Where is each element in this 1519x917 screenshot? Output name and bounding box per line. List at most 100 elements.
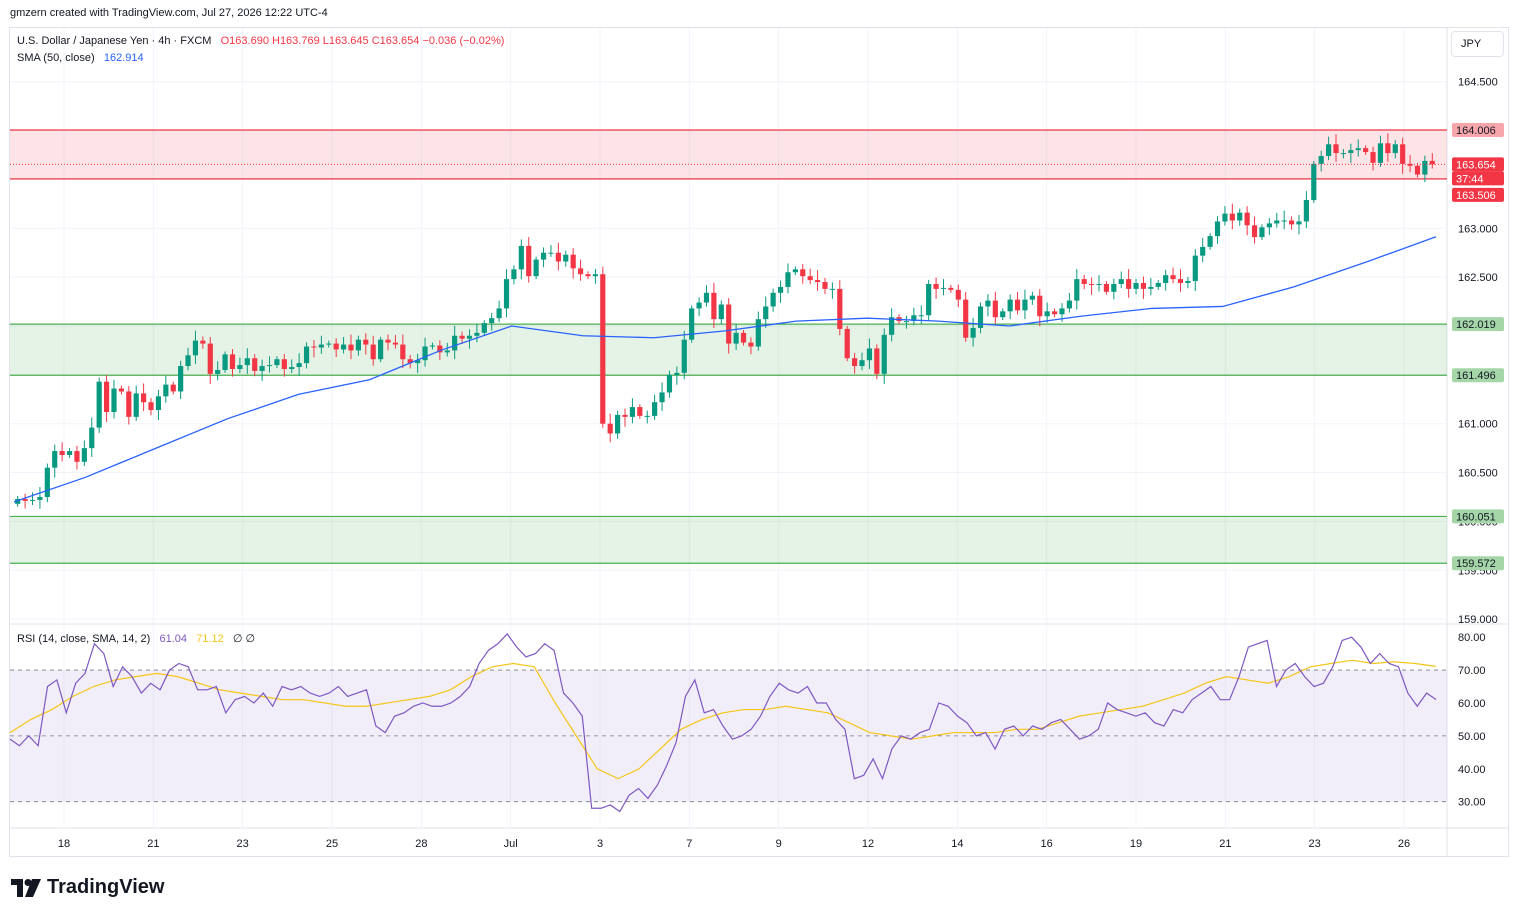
candle-body [770,292,776,307]
candle-body [1014,299,1021,311]
candle-body [703,292,710,303]
candle-body [689,308,695,340]
candle-body [1392,144,1398,154]
candle-body [977,306,984,328]
candle-body [274,359,280,366]
rsi-tick-label: 60.00 [1458,698,1486,710]
candle-body [289,367,295,369]
candle-body [459,335,465,339]
candle-body [718,304,724,320]
candle-body [903,321,910,323]
candle-body [96,381,102,428]
candle-body [503,279,510,309]
symbol-title[interactable]: U.S. Dollar / Japanese Yen · 4h · FXCM [17,35,212,47]
candle-body [940,287,947,289]
candle-body [1377,143,1384,163]
candle-body [429,345,436,347]
candle-body [452,335,458,351]
time-tick-label: 23 [1309,838,1321,850]
candle-body [481,323,487,333]
sma-value: 162.914 [103,52,144,64]
candle-body [1414,165,1421,175]
candle-body [852,358,858,367]
candle-body [748,342,754,347]
candle-body [1214,221,1221,237]
candle-body [141,393,147,403]
candle-body [1274,220,1280,224]
time-tick-label: 9 [776,838,782,850]
time-tick-label: 19 [1130,838,1142,850]
candle-body [1400,144,1406,164]
candle-body [659,392,665,403]
candle-body [963,299,969,338]
candle-body [385,339,391,343]
candle-body [496,308,502,319]
candle-body [81,448,87,462]
candle-body [444,350,450,353]
candle-body [37,496,43,500]
candle-body [192,340,199,356]
price-tag-last [1452,157,1504,172]
candle-body [1303,199,1309,222]
candle-body [1148,286,1154,289]
candle-body [1089,283,1095,285]
candle-body [881,334,887,374]
candle-body [585,274,591,277]
candle-body [215,369,221,374]
candle-body [1192,255,1198,282]
candle-body [133,393,139,417]
candle-body [1081,279,1087,284]
candle-body [200,340,206,344]
time-tick-label: 21 [147,838,159,850]
rsi-tick-label: 40.00 [1458,764,1486,776]
candle-body [740,332,747,343]
candle-body [970,327,976,338]
sma-legend: SMA (50, close) 162.914 [17,52,144,64]
chart-credit: gmzern created with TradingView.com, Jul… [10,7,328,19]
candle-body [66,451,73,455]
candle-body [1103,283,1110,292]
resistance-zone [10,130,1447,179]
time-tick-label: 7 [686,838,692,850]
candle-body [185,355,191,367]
currency-selector[interactable]: JPY [1451,31,1504,57]
candle-body [1155,283,1161,287]
rsi-tick-label: 30.00 [1458,797,1486,809]
candle-body [874,348,880,374]
support-zone [10,516,1447,564]
candle-body [281,359,287,369]
candle-body [600,274,606,424]
sma-label[interactable]: SMA (50, close) [17,52,95,64]
rsi-tick-label: 50.00 [1458,731,1486,743]
candle-body [1355,148,1361,151]
price-tick-label: 160.500 [1458,468,1498,480]
price-tick-label: 159.000 [1458,614,1498,626]
candle-body [148,402,154,411]
rsi-label[interactable]: RSI (14, close, SMA, 14, 2) [17,633,151,645]
candle-body [44,467,50,497]
candle-body [844,328,850,359]
candle-body [829,288,835,290]
candle-body [1118,279,1124,284]
candle-body [918,315,924,317]
price-tag-resistance [1452,187,1504,202]
ohlc-values: O163.690 H163.769 L163.645 C163.654 −0.0… [220,35,505,47]
candle-body [570,254,576,269]
candle-body [1429,160,1435,165]
candle-body [1059,308,1065,315]
candle-body [1296,221,1302,225]
candle-body [955,289,961,300]
candle-body [1133,283,1139,289]
price-tag-label: 162.019 [1456,319,1496,331]
candle-body [348,344,354,351]
time-tick-label: 25 [326,838,338,850]
candle-body [378,339,384,360]
candle-body [1207,236,1213,247]
candle-body [540,252,547,260]
price-tag-label: 163.654 [1456,159,1496,171]
rsi-ma-value: 71.12 [196,633,224,645]
candle-body [1066,300,1072,309]
candle-body [615,414,621,434]
candle-body [1311,163,1317,200]
